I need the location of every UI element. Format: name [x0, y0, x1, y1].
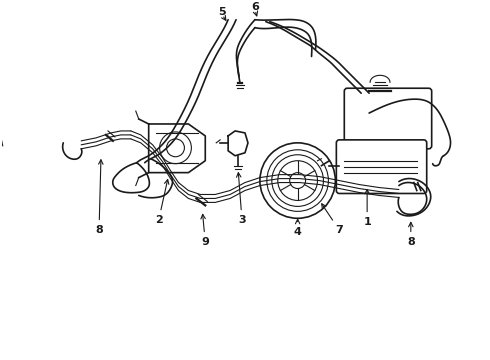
- Text: 3: 3: [237, 173, 246, 225]
- Text: 4: 4: [294, 219, 301, 237]
- Text: 7: 7: [322, 204, 343, 235]
- FancyBboxPatch shape: [336, 140, 427, 193]
- Text: 6: 6: [251, 2, 259, 12]
- Text: 8: 8: [407, 222, 415, 247]
- FancyBboxPatch shape: [344, 88, 432, 149]
- Text: 9: 9: [201, 214, 209, 247]
- Text: 1: 1: [363, 190, 371, 227]
- Text: 8: 8: [95, 160, 103, 235]
- Text: 2: 2: [155, 180, 169, 225]
- Text: 5: 5: [219, 7, 226, 17]
